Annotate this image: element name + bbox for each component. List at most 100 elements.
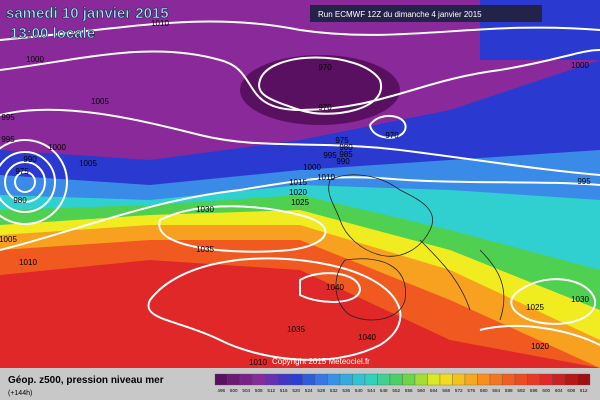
color-cell (489, 373, 503, 386)
color-tick-label: 564 (430, 388, 438, 393)
footer-title: Géop. z500, pression niveau mer (8, 375, 164, 386)
isobar-label: 995 (323, 151, 337, 160)
isobar-label: 1025 (291, 198, 309, 207)
isobar-label: 980 (339, 143, 353, 152)
isobar-label: 1030 (196, 205, 214, 214)
color-cell (502, 373, 516, 386)
color-cell (452, 373, 466, 386)
color-cell (527, 373, 541, 386)
color-tick-label: 544 (367, 388, 375, 393)
color-cell (214, 373, 228, 386)
isobar-label: 1015 (289, 178, 307, 187)
color-cell (352, 373, 366, 386)
run-box (310, 5, 542, 22)
color-cell (514, 373, 528, 386)
color-tick-label: 600 (542, 388, 550, 393)
color-tick-label: 556 (405, 388, 413, 393)
color-cell (377, 373, 391, 386)
color-cell (314, 373, 328, 386)
isobar-label: 1000 (48, 143, 66, 152)
color-cell (339, 373, 353, 386)
isobar-label: 970 (318, 63, 332, 72)
color-tick-label: 572 (455, 388, 463, 393)
isobar-label: 1005 (79, 159, 97, 168)
color-tick-label: 596 (530, 388, 538, 393)
isobar-label: 975 (15, 167, 29, 176)
copyright: Copyright 2015 Meteociel.fr (272, 357, 370, 366)
color-tick-label: 552 (392, 388, 400, 393)
isobar-label: 1000 (26, 55, 44, 64)
color-cell (264, 373, 278, 386)
color-tick-label: 516 (280, 388, 288, 393)
color-cell (464, 373, 478, 386)
run-info: Run ECMWF 12Z du dimanche 4 janvier 2015 (318, 10, 482, 19)
color-tick-label: 548 (380, 388, 388, 393)
isobar-label: 1040 (326, 283, 344, 292)
color-cell (277, 373, 291, 386)
isobar-label: 995 (1, 113, 15, 122)
color-cell (564, 373, 578, 386)
isobar-label: 1010 (317, 173, 335, 182)
footer-lead: (+144h) (8, 390, 32, 397)
color-tick-label: 580 (480, 388, 488, 393)
isobar-label: 1020 (531, 342, 549, 351)
color-tick-label: 576 (467, 388, 475, 393)
isobar-label: 1020 (289, 188, 307, 197)
color-tick-label: 584 (492, 388, 500, 393)
color-tick-label: 560 (417, 388, 425, 393)
color-cell (539, 373, 553, 386)
isobar-labels: 1010100010059709709709959959909759801000… (0, 19, 591, 367)
color-cell (552, 373, 566, 386)
color-tick-label: 508 (255, 388, 263, 393)
geopotential-field (0, 0, 600, 368)
color-cell (577, 373, 591, 386)
color-cell (427, 373, 441, 386)
isobar-label: 1035 (196, 245, 214, 254)
isobar-label: 1010 (249, 358, 267, 367)
color-cell (439, 373, 453, 386)
isobar-label: 990 (23, 155, 37, 164)
isobar-label: 1010 (151, 19, 169, 28)
color-tick-label: 512 (267, 388, 275, 393)
isobar-label: 970 (318, 103, 332, 112)
isobar-label: 1010 (19, 258, 37, 267)
color-cell (239, 373, 253, 386)
isobar-label: 1030 (571, 295, 589, 304)
color-tick-label: 532 (330, 388, 338, 393)
color-tick-label: 528 (317, 388, 325, 393)
color-cell (477, 373, 491, 386)
isobar-label: 1040 (358, 333, 376, 342)
isobar-label: 1035 (287, 325, 305, 334)
color-tick-label: 604 (555, 388, 563, 393)
isobar-label: 980 (13, 196, 27, 205)
color-tick-label: 504 (242, 388, 250, 393)
color-cell (302, 373, 316, 386)
color-cell (402, 373, 416, 386)
isobar-label: 1005 (91, 97, 109, 106)
color-tick-label: 608 (567, 388, 575, 393)
isobar-label: 1000 (571, 61, 589, 70)
color-cell (414, 373, 428, 386)
isobar-label: 1005 (0, 235, 17, 244)
color-tick-label: 588 (505, 388, 513, 393)
color-tick-label: 500 (230, 388, 238, 393)
color-cell (389, 373, 403, 386)
isobar-label: 1025 (526, 303, 544, 312)
isobar-label: 970 (385, 131, 399, 140)
time-title: 13:00 locale (10, 25, 95, 42)
color-tick-label: 496 (217, 388, 225, 393)
coastlines (328, 174, 505, 321)
color-tick-label: 568 (442, 388, 450, 393)
color-cell (289, 373, 303, 386)
color-tick-label: 536 (342, 388, 350, 393)
color-cell (227, 373, 241, 386)
color-bar: 496 500 504 508 512 516 520 524 528 532 536 540 544 5… (214, 373, 591, 393)
date-title: samedi 10 janvier 2015 (6, 5, 169, 22)
isobar-label: 995 (577, 177, 591, 186)
color-cell (327, 373, 341, 386)
color-tick-label: 612 (580, 388, 588, 393)
color-tick-label: 540 (355, 388, 363, 393)
isobar-label: 990 (336, 157, 350, 166)
isobars (0, 20, 600, 361)
